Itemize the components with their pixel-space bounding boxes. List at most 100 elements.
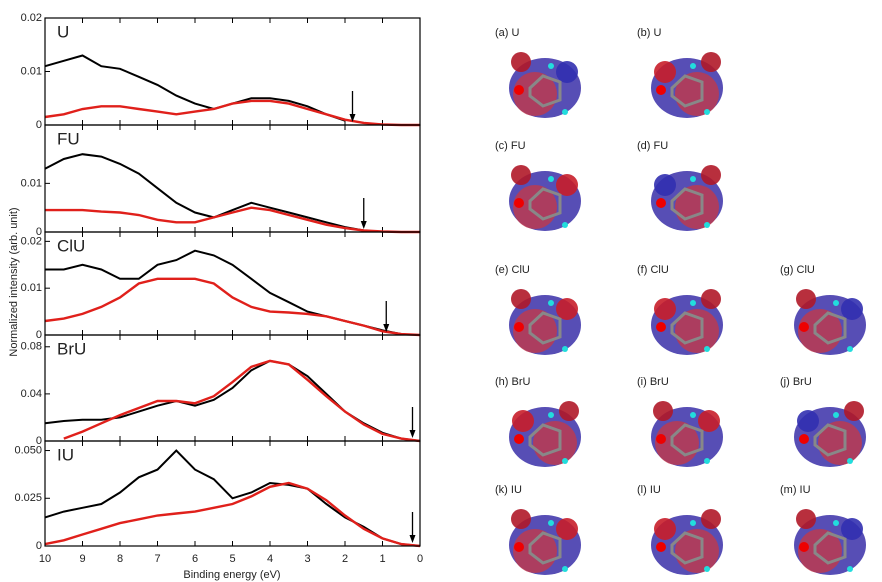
orbital-image [651, 401, 723, 467]
data-line [45, 279, 420, 335]
lobe [556, 298, 578, 320]
atom [704, 346, 710, 352]
orbital-image [509, 289, 581, 355]
orbital-label: (b) U [637, 27, 662, 39]
lobe [698, 410, 720, 432]
atom [833, 520, 839, 526]
threshold-arrow [383, 301, 389, 332]
y-tick-label: 0.02 [21, 12, 42, 24]
y-tick-label: 0.02 [21, 235, 42, 247]
x-tick-label: 4 [267, 553, 273, 565]
x-tick-label: 5 [229, 553, 235, 565]
lobe [701, 165, 721, 185]
atom [548, 300, 554, 306]
lobe [797, 410, 819, 432]
lobe [653, 401, 673, 421]
orbital-image [651, 509, 723, 575]
orbital-label: (m) IU [780, 484, 811, 496]
lobe [511, 289, 531, 309]
orbital-label: (d) FU [637, 140, 668, 152]
data-line [64, 361, 420, 441]
atom [704, 566, 710, 572]
threshold-arrow [350, 91, 356, 122]
atom [656, 85, 666, 95]
panel-label: IU [57, 445, 74, 464]
atom [799, 434, 809, 444]
x-tick-label: 2 [342, 553, 348, 565]
panel-label: BrU [57, 339, 86, 358]
lobe [701, 52, 721, 72]
y-tick-label: 0 [36, 540, 42, 552]
y-tick-label: 0.025 [14, 492, 42, 504]
orbital-image [509, 401, 581, 467]
x-tick-label: 0 [417, 553, 423, 565]
y-tick-label: 0.050 [14, 444, 42, 456]
orbital-label: (e) ClU [495, 264, 530, 276]
atom [514, 198, 524, 208]
x-tick-label: 1 [379, 553, 385, 565]
atom [833, 412, 839, 418]
lobe [511, 165, 531, 185]
orbital-image [794, 401, 866, 467]
atom [847, 566, 853, 572]
orbital-label: (k) IU [495, 484, 522, 496]
orbital-image [651, 52, 723, 118]
y-axis-label: Normalized intensity (arb. unit) [8, 207, 20, 356]
panel-label: ClU [57, 236, 85, 255]
x-tick-label: 7 [154, 553, 160, 565]
atom [514, 542, 524, 552]
lobe [556, 61, 578, 83]
y-tick-label: 0 [36, 329, 42, 341]
atom [562, 566, 568, 572]
lobe [654, 518, 676, 540]
panel-label: U [57, 22, 69, 41]
atom [690, 63, 696, 69]
panel-frame [45, 441, 420, 546]
atom [548, 63, 554, 69]
atom [833, 300, 839, 306]
orbital-label: (i) BrU [637, 376, 669, 388]
lobe [556, 174, 578, 196]
atom [562, 458, 568, 464]
lobe [701, 289, 721, 309]
lobe [556, 518, 578, 540]
atom [690, 176, 696, 182]
atom [562, 346, 568, 352]
lobe [511, 52, 531, 72]
lobe [512, 410, 534, 432]
x-tick-label: 10 [39, 553, 51, 565]
atom [656, 198, 666, 208]
atom [704, 109, 710, 115]
arrow-head [410, 535, 416, 543]
lobe [844, 401, 864, 421]
orbital-image [509, 52, 581, 118]
atom [548, 176, 554, 182]
orbital-image [651, 289, 723, 355]
orbital-image [651, 165, 723, 231]
orbital-image [794, 289, 866, 355]
atom [704, 458, 710, 464]
orbital-image [509, 165, 581, 231]
atom [562, 109, 568, 115]
orbital-label: (l) IU [637, 484, 661, 496]
atom [690, 300, 696, 306]
x-tick-label: 6 [192, 553, 198, 565]
atom [656, 434, 666, 444]
threshold-arrow [410, 512, 416, 543]
atom [656, 322, 666, 332]
lobe [654, 61, 676, 83]
lobe [654, 174, 676, 196]
atom [514, 434, 524, 444]
orbital-label: (g) ClU [780, 264, 815, 276]
data-line [45, 451, 420, 547]
atom [548, 412, 554, 418]
atom [847, 346, 853, 352]
y-tick-label: 0.01 [21, 282, 42, 294]
arrow-head [410, 430, 416, 438]
lobe [559, 401, 579, 421]
data-line [45, 361, 420, 441]
atom [656, 542, 666, 552]
lobe [796, 289, 816, 309]
atom [548, 520, 554, 526]
lobe [796, 509, 816, 529]
